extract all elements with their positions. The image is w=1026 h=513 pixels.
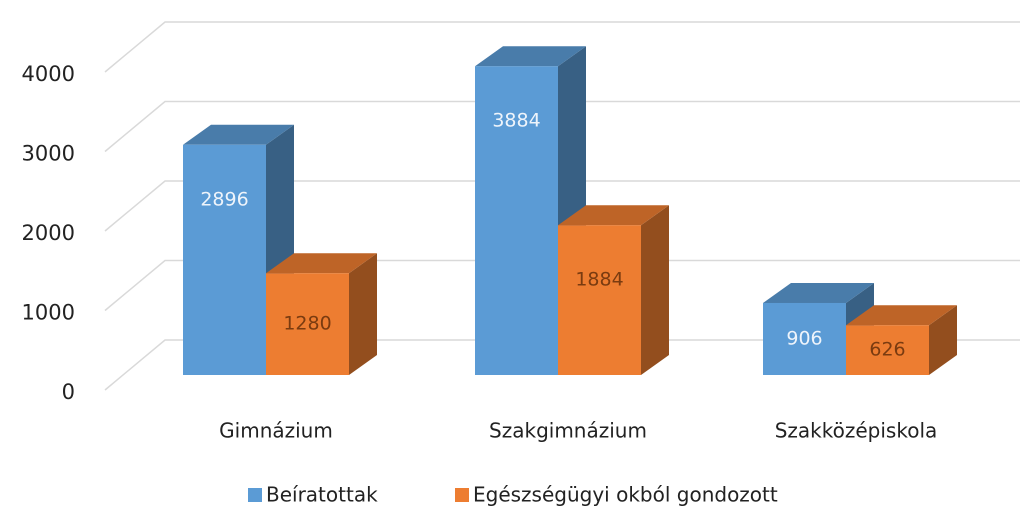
grid-line xyxy=(104,259,1020,312)
grid-line xyxy=(104,180,1020,232)
legend-label: Beíratottak xyxy=(266,483,378,507)
x-tick-label: Szakközépiskola xyxy=(775,419,938,443)
bar-side xyxy=(641,205,669,375)
legend-swatch xyxy=(248,488,262,502)
data-label: 3884 xyxy=(492,110,540,132)
bar-top xyxy=(266,253,377,274)
legend-swatch xyxy=(455,488,469,502)
bar-side xyxy=(929,305,957,375)
y-tick-label: 3000 xyxy=(22,142,75,166)
bar xyxy=(266,273,349,375)
bar xyxy=(475,66,558,376)
bar-top xyxy=(558,205,669,226)
data-label: 1884 xyxy=(575,269,623,291)
bar xyxy=(763,302,846,375)
data-label: 626 xyxy=(869,339,905,361)
grid-line xyxy=(104,21,1020,73)
bar-side xyxy=(349,253,377,375)
x-tick-label: Szakgimnázium xyxy=(489,419,647,443)
data-label: 1280 xyxy=(283,313,331,335)
data-label: 2896 xyxy=(200,188,248,210)
y-tick-label: 0 xyxy=(62,380,75,404)
bar xyxy=(558,225,641,375)
legend-label: Egészségügyi okból gondozott xyxy=(473,483,778,507)
bar xyxy=(183,144,266,375)
x-tick-label: Gimnázium xyxy=(219,419,333,443)
bar-top xyxy=(846,305,957,326)
bar xyxy=(846,325,929,375)
bar-top xyxy=(475,46,586,67)
bar-top xyxy=(183,124,294,145)
y-tick-label: 4000 xyxy=(22,62,75,86)
grid-line xyxy=(104,100,1020,153)
y-tick-label: 1000 xyxy=(22,301,75,325)
y-tick-label: 2000 xyxy=(22,221,75,245)
grid-line xyxy=(104,339,1020,391)
bar-top xyxy=(763,282,874,303)
data-label: 906 xyxy=(786,327,822,349)
